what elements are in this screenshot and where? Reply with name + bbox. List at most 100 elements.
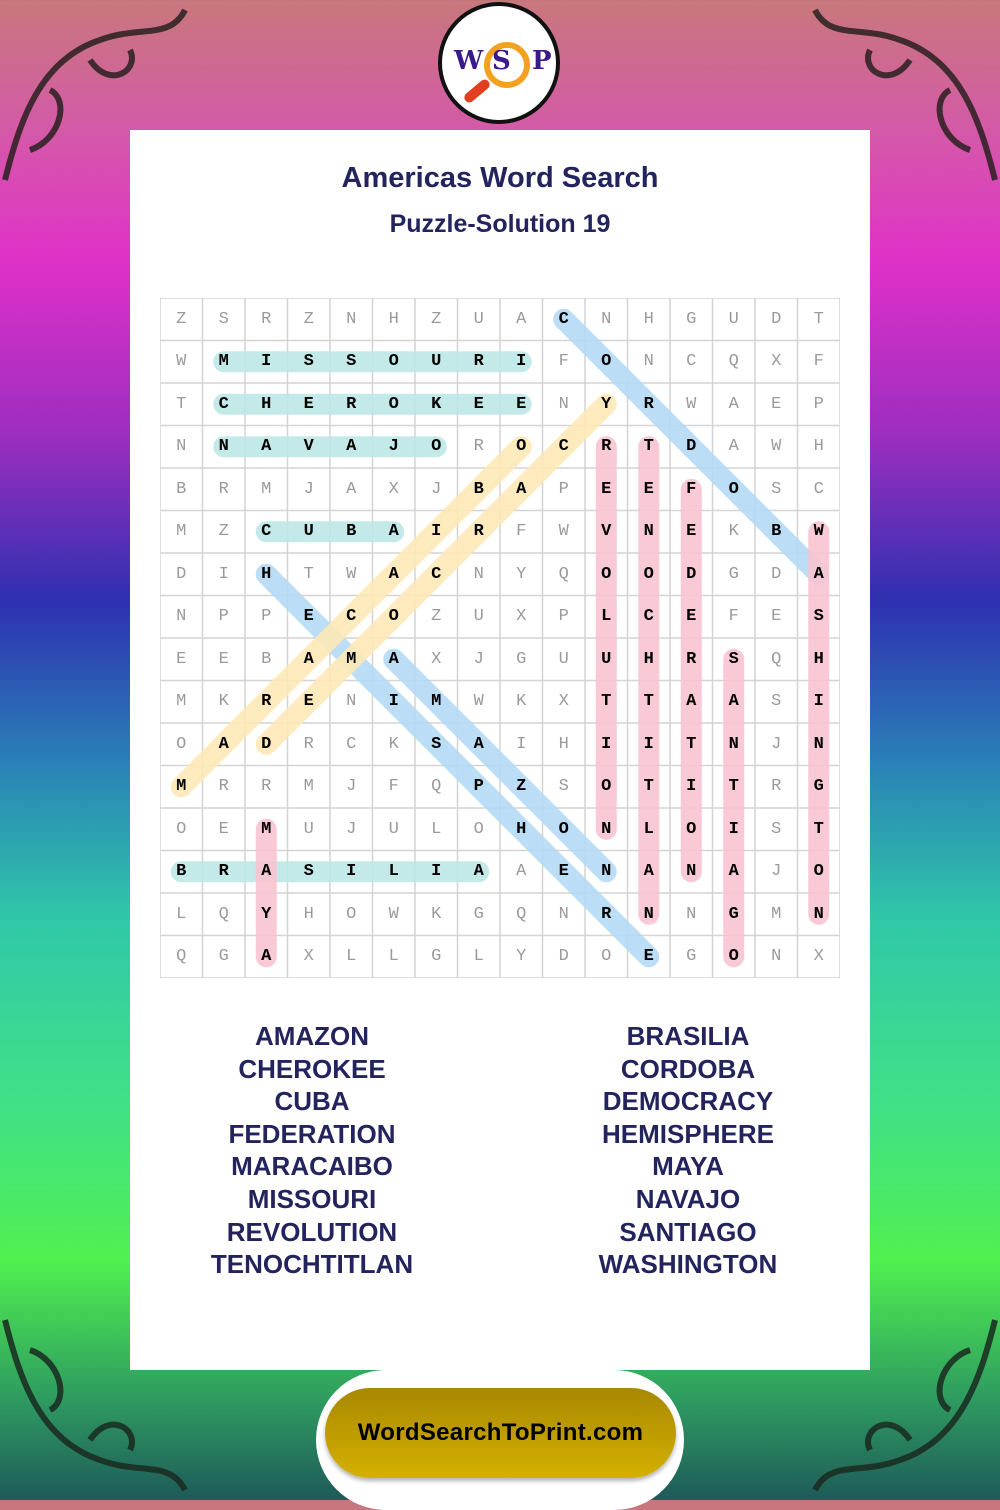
grid-cell[interactable]: Q [176,947,187,967]
grid-cell[interactable]: J [346,819,357,839]
grid-cell[interactable]: A [346,479,357,499]
grid-cell[interactable]: A [388,522,399,542]
grid-cell[interactable]: J [388,437,399,457]
grid-cell[interactable]: D [558,947,569,967]
grid-cell[interactable]: E [771,394,782,414]
grid-cell[interactable]: S [346,352,357,372]
grid-cell[interactable]: U [558,649,569,669]
grid-cell[interactable]: O [601,947,612,967]
grid-cell[interactable]: O [643,564,654,584]
grid-cell[interactable]: B [346,522,357,542]
grid-cell[interactable]: J [473,649,484,669]
grid-cell[interactable]: W [558,522,569,542]
grid-cell[interactable]: M [261,479,272,499]
grid-cell[interactable]: I [728,819,739,839]
grid-cell[interactable]: L [643,819,654,839]
grid-cell[interactable]: C [261,522,272,542]
grid-cell[interactable]: E [473,394,484,414]
grid-cell[interactable]: N [558,394,569,414]
grid-cell[interactable]: H [813,649,824,669]
grid-cell[interactable]: T [643,692,654,712]
grid-cell[interactable]: B [176,479,187,499]
grid-cell[interactable]: H [558,734,569,754]
grid-cell[interactable]: S [771,692,782,712]
grid-cell[interactable]: T [686,734,697,754]
grid-cell[interactable]: F [686,479,697,499]
grid-cell[interactable]: E [771,607,782,627]
grid-cell[interactable]: E [176,649,187,669]
grid-cell[interactable]: S [218,309,229,329]
grid-cell[interactable]: C [558,309,569,329]
grid-cell[interactable]: U [303,522,314,542]
grid-cell[interactable]: X [771,352,782,372]
grid-cell[interactable]: T [643,437,654,457]
grid-cell[interactable]: Q [218,904,229,924]
grid-cell[interactable]: E [218,819,229,839]
grid-cell[interactable]: H [388,309,399,329]
grid-cell[interactable]: O [728,947,739,967]
grid-cell[interactable]: L [388,862,399,882]
grid-cell[interactable]: I [346,862,357,882]
grid-cell[interactable]: R [261,692,272,712]
grid-cell[interactable]: E [558,862,569,882]
grid-cell[interactable]: F [516,522,527,542]
grid-cell[interactable]: O [176,734,187,754]
grid-cell[interactable]: G [813,777,824,797]
grid-cell[interactable]: X [303,947,314,967]
grid-cell[interactable]: F [558,352,569,372]
grid-cell[interactable]: P [558,479,569,499]
grid-cell[interactable]: Y [261,904,272,924]
grid-cell[interactable]: P [558,607,569,627]
grid-cell[interactable]: G [473,904,484,924]
grid-cell[interactable]: I [218,564,229,584]
grid-cell[interactable]: R [261,777,272,797]
grid-cell[interactable]: A [813,564,824,584]
grid-cell[interactable]: A [516,862,527,882]
grid-cell[interactable]: N [346,309,357,329]
grid-cell[interactable]: A [388,564,399,584]
grid-cell[interactable]: I [516,734,527,754]
grid-cell[interactable]: C [558,437,569,457]
grid-cell[interactable]: B [771,522,782,542]
grid-cell[interactable]: D [686,564,697,584]
grid-cell[interactable]: R [601,904,612,924]
grid-cell[interactable]: N [728,734,739,754]
grid-cell[interactable]: S [558,777,569,797]
grid-cell[interactable]: X [431,649,442,669]
grid-cell[interactable]: D [771,564,782,584]
grid-cell[interactable]: E [303,692,314,712]
grid-cell[interactable]: A [473,862,484,882]
grid-cell[interactable]: W [388,904,399,924]
grid-cell[interactable]: M [218,352,229,372]
grid-cell[interactable]: U [601,649,612,669]
grid-cell[interactable]: H [303,904,314,924]
grid-cell[interactable]: C [346,607,357,627]
grid-cell[interactable]: L [176,904,187,924]
grid-cell[interactable]: R [261,309,272,329]
grid-cell[interactable]: T [303,564,314,584]
grid-cell[interactable]: R [686,649,697,669]
grid-cell[interactable]: M [261,819,272,839]
grid-cell[interactable]: Q [771,649,782,669]
grid-cell[interactable]: U [728,309,739,329]
grid-cell[interactable]: N [346,692,357,712]
grid-cell[interactable]: P [261,607,272,627]
grid-cell[interactable]: T [728,777,739,797]
grid-cell[interactable]: A [728,862,739,882]
grid-cell[interactable]: Z [176,309,187,329]
grid-cell[interactable]: X [558,692,569,712]
grid-cell[interactable]: D [771,309,782,329]
grid-cell[interactable]: N [601,862,612,882]
grid-cell[interactable]: A [218,734,229,754]
grid-cell[interactable]: O [346,904,357,924]
grid-cell[interactable]: T [176,394,187,414]
grid-cell[interactable]: Z [218,522,229,542]
grid-cell[interactable]: M [303,777,314,797]
grid-cell[interactable]: V [303,437,314,457]
grid-cell[interactable]: U [473,607,484,627]
grid-cell[interactable]: J [303,479,314,499]
grid-cell[interactable]: U [431,352,442,372]
grid-cell[interactable]: G [516,649,527,669]
grid-cell[interactable]: I [388,692,399,712]
grid-cell[interactable]: Z [431,309,442,329]
